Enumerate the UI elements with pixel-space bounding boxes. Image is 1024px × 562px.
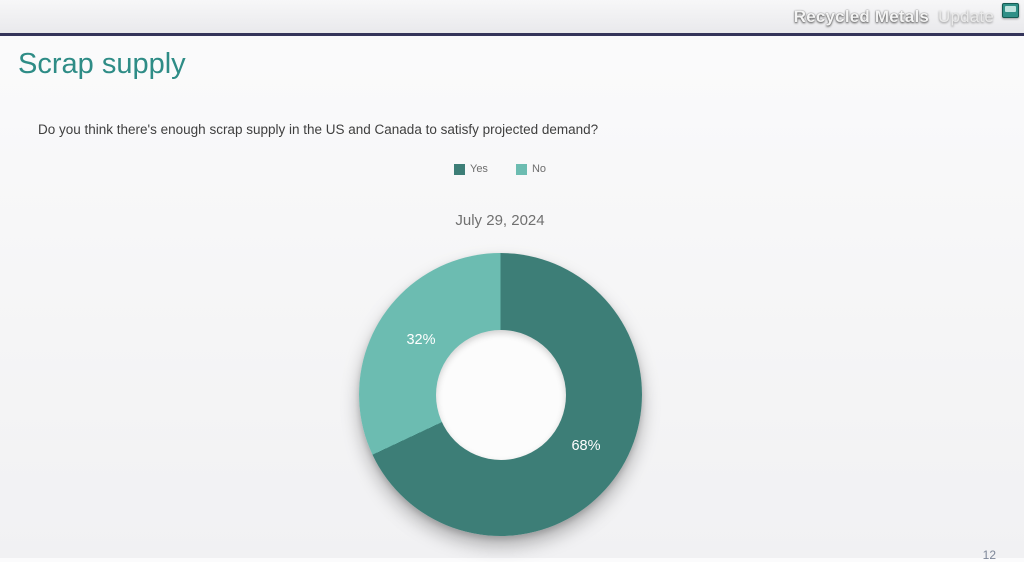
donut-hole [435,329,566,460]
legend-item-no: No [515,163,547,175]
screen-share-icon[interactable] [1002,3,1019,18]
screen-share-icon-screen [1005,6,1016,12]
survey-question: Do you think there's enough scrap supply… [38,122,599,137]
chart-title: July 29, 2024 [455,212,545,229]
legend-label-no: No [531,163,547,175]
legend-item-yes: Yes [453,163,488,175]
legend-label-yes: Yes [469,163,488,175]
legend-swatch-yes [453,163,465,175]
legend-swatch-no [515,163,527,175]
brand: Recycled Metals Update [794,8,994,25]
header-bar: Recycled Metals Update [0,0,1024,36]
pie-label-yes: 68% [571,438,601,454]
page-number: 12 [982,548,996,562]
pie-label-no: 32% [406,332,436,348]
brand-name: Recycled Metals [793,7,930,26]
chart-legend: Yes No [453,163,547,175]
donut-chart: 68% 32% [359,253,642,536]
slide-title: Scrap supply [18,48,186,80]
brand-suffix: Update [937,7,994,26]
